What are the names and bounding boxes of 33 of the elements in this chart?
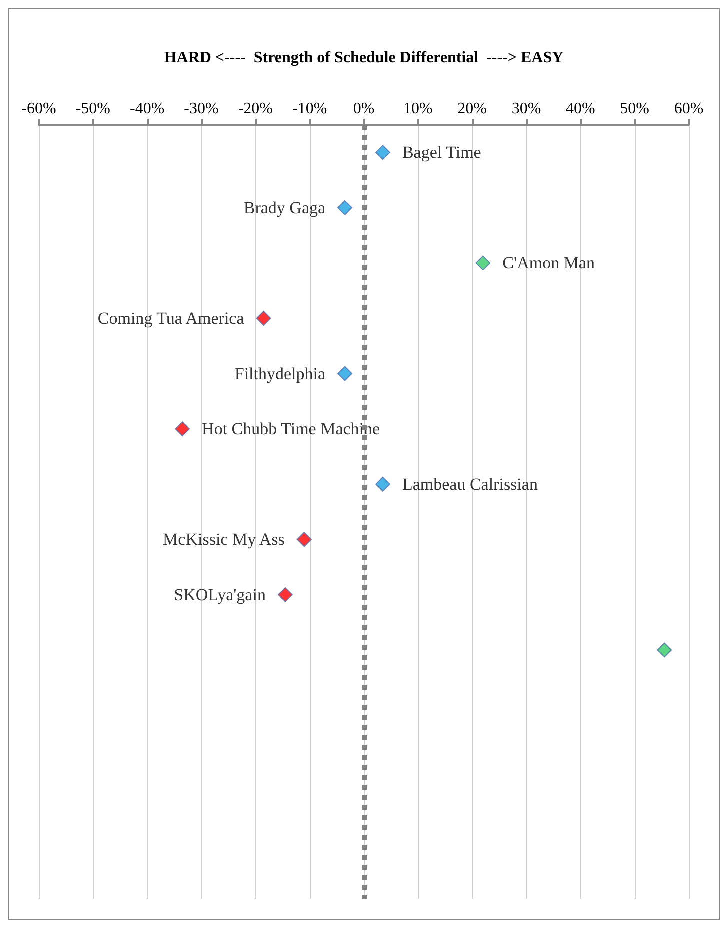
x-tick-label: -40% (130, 100, 165, 118)
point (375, 476, 390, 492)
chart-title: HARD <---- Strength of Schedule Differential ----> EASY (164, 50, 564, 66)
point (175, 422, 190, 437)
x-tick-label: 40% (566, 100, 596, 118)
y-tick-label: C'Amon Man (502, 254, 596, 273)
point (338, 200, 353, 216)
point (296, 532, 312, 548)
y-tick-label: SKOLya'gain (174, 585, 266, 604)
point (657, 642, 672, 658)
x-tick-label: 20% (458, 100, 487, 118)
y-tick-label: Coming Tua America (98, 309, 245, 328)
x-tick-label: -60% (22, 100, 56, 118)
y-tick-label: Filthydelphia (234, 364, 326, 384)
point (338, 366, 353, 382)
y-tick-label: Hot Chubb Time Machine (202, 420, 380, 439)
x-tick-label: -50% (76, 100, 110, 118)
x-tick-label: 50% (620, 100, 650, 118)
x-tick-label: 30% (512, 100, 542, 118)
y-tick-label: Brady Gaga (244, 198, 326, 218)
y-tick-label: Bagel Time (402, 143, 482, 162)
x-tick-label: -30% (184, 100, 219, 118)
x-tick-label: -10% (292, 100, 328, 118)
x-tick-label: 0% (353, 100, 375, 118)
x-tick-label: 10% (404, 100, 433, 118)
y-tick-label: Lambeau Calrissian (402, 474, 538, 494)
x-tick-label: 60% (674, 100, 704, 118)
point (278, 587, 293, 602)
point (375, 145, 390, 160)
point (256, 311, 272, 326)
y-tick-label: McKissic My Ass (163, 530, 285, 550)
x-tick-label: -20% (238, 100, 273, 118)
point (476, 256, 491, 271)
